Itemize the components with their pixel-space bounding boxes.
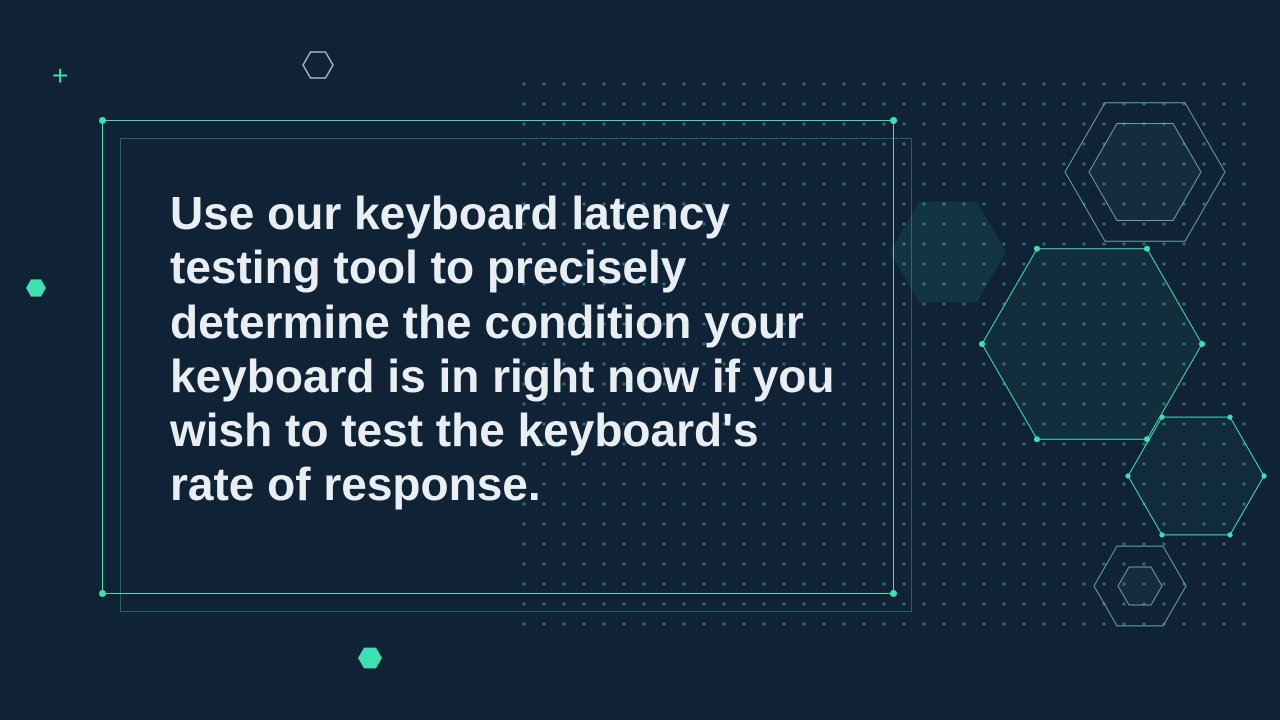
hexagon-solid-icon — [24, 276, 48, 300]
corner-dot-icon — [99, 117, 106, 124]
hexagon-solid-icon — [356, 644, 384, 672]
infographic-canvas: Use our keyboard latency testing tool to… — [0, 0, 1280, 720]
hexagon-outline-icon — [300, 47, 336, 83]
headline-text: Use our keyboard latency testing tool to… — [170, 186, 850, 512]
corner-dot-icon — [890, 590, 897, 597]
corner-dot-icon — [99, 590, 106, 597]
corner-dot-icon — [890, 117, 897, 124]
plus-icon: + — [52, 62, 68, 90]
